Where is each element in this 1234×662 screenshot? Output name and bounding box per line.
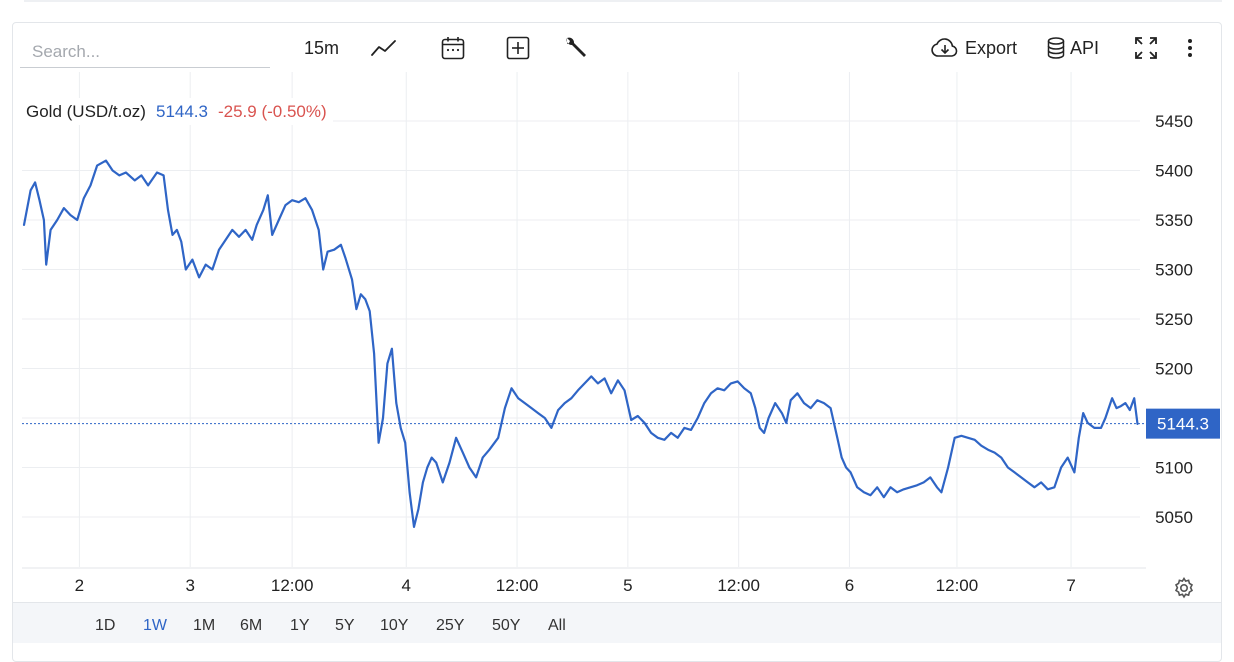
- range-button-5y[interactable]: 5Y: [335, 617, 355, 634]
- last-price-tag: [1146, 408, 1220, 439]
- y-tick-label: 5300: [1155, 261, 1193, 280]
- line-chart-icon: [370, 38, 398, 58]
- range-button-all[interactable]: All: [548, 617, 566, 634]
- series-layer: [22, 159, 1146, 529]
- range-button-1w[interactable]: 1W: [143, 617, 167, 634]
- chart-settings-button[interactable]: [1172, 573, 1196, 603]
- x-tick-label: 2: [75, 576, 84, 595]
- api-button[interactable]: API: [1046, 33, 1099, 63]
- x-tick-label: 6: [845, 576, 854, 595]
- y-tick-label: 5450: [1155, 112, 1193, 131]
- y-tick-label: 5050: [1155, 508, 1193, 527]
- gear-icon: [1172, 576, 1196, 600]
- more-vertical-icon: [1183, 36, 1197, 60]
- y-tick-label: 5400: [1155, 162, 1193, 181]
- series-line[interactable]: [22, 159, 1139, 529]
- wrench-icon: [562, 35, 588, 61]
- y-axis: 505051005150520052505300535054005450: [1155, 112, 1193, 527]
- legend-price: 5144.3: [155, 101, 208, 121]
- last-price-marker: 5144.3: [1146, 408, 1220, 439]
- legend-name: Gold (USD/t.oz): [26, 101, 146, 121]
- chart-type-button[interactable]: [370, 33, 398, 63]
- x-tick-label: 3: [185, 576, 194, 595]
- x-tick-label: 12:00: [936, 576, 979, 595]
- x-tick-label: 12:00: [717, 576, 760, 595]
- add-indicator-button[interactable]: [506, 33, 530, 63]
- database-icon: [1046, 36, 1066, 60]
- y-tick-label: 5200: [1155, 360, 1193, 379]
- fullscreen-button[interactable]: [1133, 33, 1159, 63]
- grid: [22, 72, 1140, 567]
- y-tick-label: 5350: [1155, 211, 1193, 230]
- chart-panel: [12, 22, 1222, 662]
- api-label: API: [1070, 37, 1100, 58]
- interval-label: 15m: [304, 37, 340, 58]
- more-options-button[interactable]: [1183, 33, 1197, 63]
- series-legend: Gold (USD/t.oz) 5144.3 -25.9 (-0.50%): [20, 98, 333, 125]
- range-button-1m[interactable]: 1M: [193, 617, 216, 634]
- y-tick-label: 5250: [1155, 310, 1193, 329]
- fullscreen-icon: [1133, 35, 1159, 61]
- export-label: Export: [965, 37, 1018, 58]
- legend-change: -25.9 (-0.50%): [217, 101, 327, 121]
- range-button-1d[interactable]: 1D: [95, 617, 116, 634]
- last-price-label: 5144.3: [1157, 415, 1209, 434]
- range-button-25y[interactable]: 25Y: [436, 617, 465, 634]
- range-button-1y[interactable]: 1Y: [290, 617, 310, 634]
- calendar-icon: [440, 35, 466, 61]
- range-button-10y[interactable]: 10Y: [380, 617, 409, 634]
- x-tick-label: 7: [1066, 576, 1075, 595]
- plus-square-icon: [506, 36, 530, 60]
- x-tick-label: 5: [623, 576, 632, 595]
- range-button-6m[interactable]: 6M: [240, 617, 263, 634]
- x-axis: 2 3 12:00 4 12:00 5 12:00 6 12:00 7: [75, 576, 1076, 595]
- chart-tools-button[interactable]: [562, 33, 588, 63]
- cloud-download-icon: [931, 38, 959, 58]
- price-chart[interactable]: 505051005150520052505300535054005450 231…: [0, 0, 1234, 630]
- search-input[interactable]: [20, 36, 270, 68]
- x-tick-label: 12:00: [496, 576, 539, 595]
- x-tick-label: 12:00: [271, 576, 314, 595]
- date-range-button[interactable]: [440, 33, 466, 63]
- y-tick-label: 5100: [1155, 459, 1193, 478]
- top-divider: [24, 0, 1222, 2]
- export-button[interactable]: Export: [931, 33, 1017, 63]
- range-button-50y[interactable]: 50Y: [492, 617, 521, 634]
- interval-selector[interactable]: 15m: [304, 33, 339, 63]
- x-tick-label: 4: [402, 576, 411, 595]
